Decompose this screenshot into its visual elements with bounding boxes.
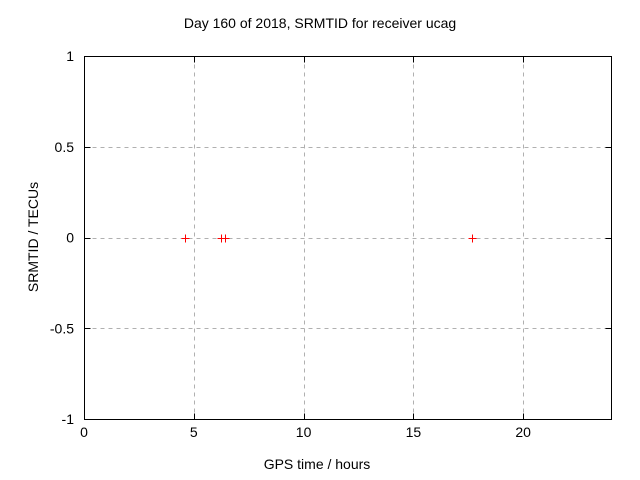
y-tick-label: -0.5 <box>50 320 74 336</box>
plot-border <box>84 56 612 420</box>
x-tick-label: 5 <box>190 424 198 440</box>
x-tick-label: 20 <box>515 424 531 440</box>
y-tick-label: 1 <box>66 48 74 64</box>
y-tick-label: 0.5 <box>55 139 75 155</box>
y-tick-label: -1 <box>62 411 75 427</box>
y-tick-label: 0 <box>66 230 74 246</box>
x-tick-label: 0 <box>80 424 88 440</box>
x-axis-label: GPS time / hours <box>263 456 371 472</box>
x-tick-label: 10 <box>296 424 312 440</box>
x-tick-label: 15 <box>406 424 422 440</box>
chart-title: Day 160 of 2018, SRMTID for receiver uca… <box>183 15 457 31</box>
